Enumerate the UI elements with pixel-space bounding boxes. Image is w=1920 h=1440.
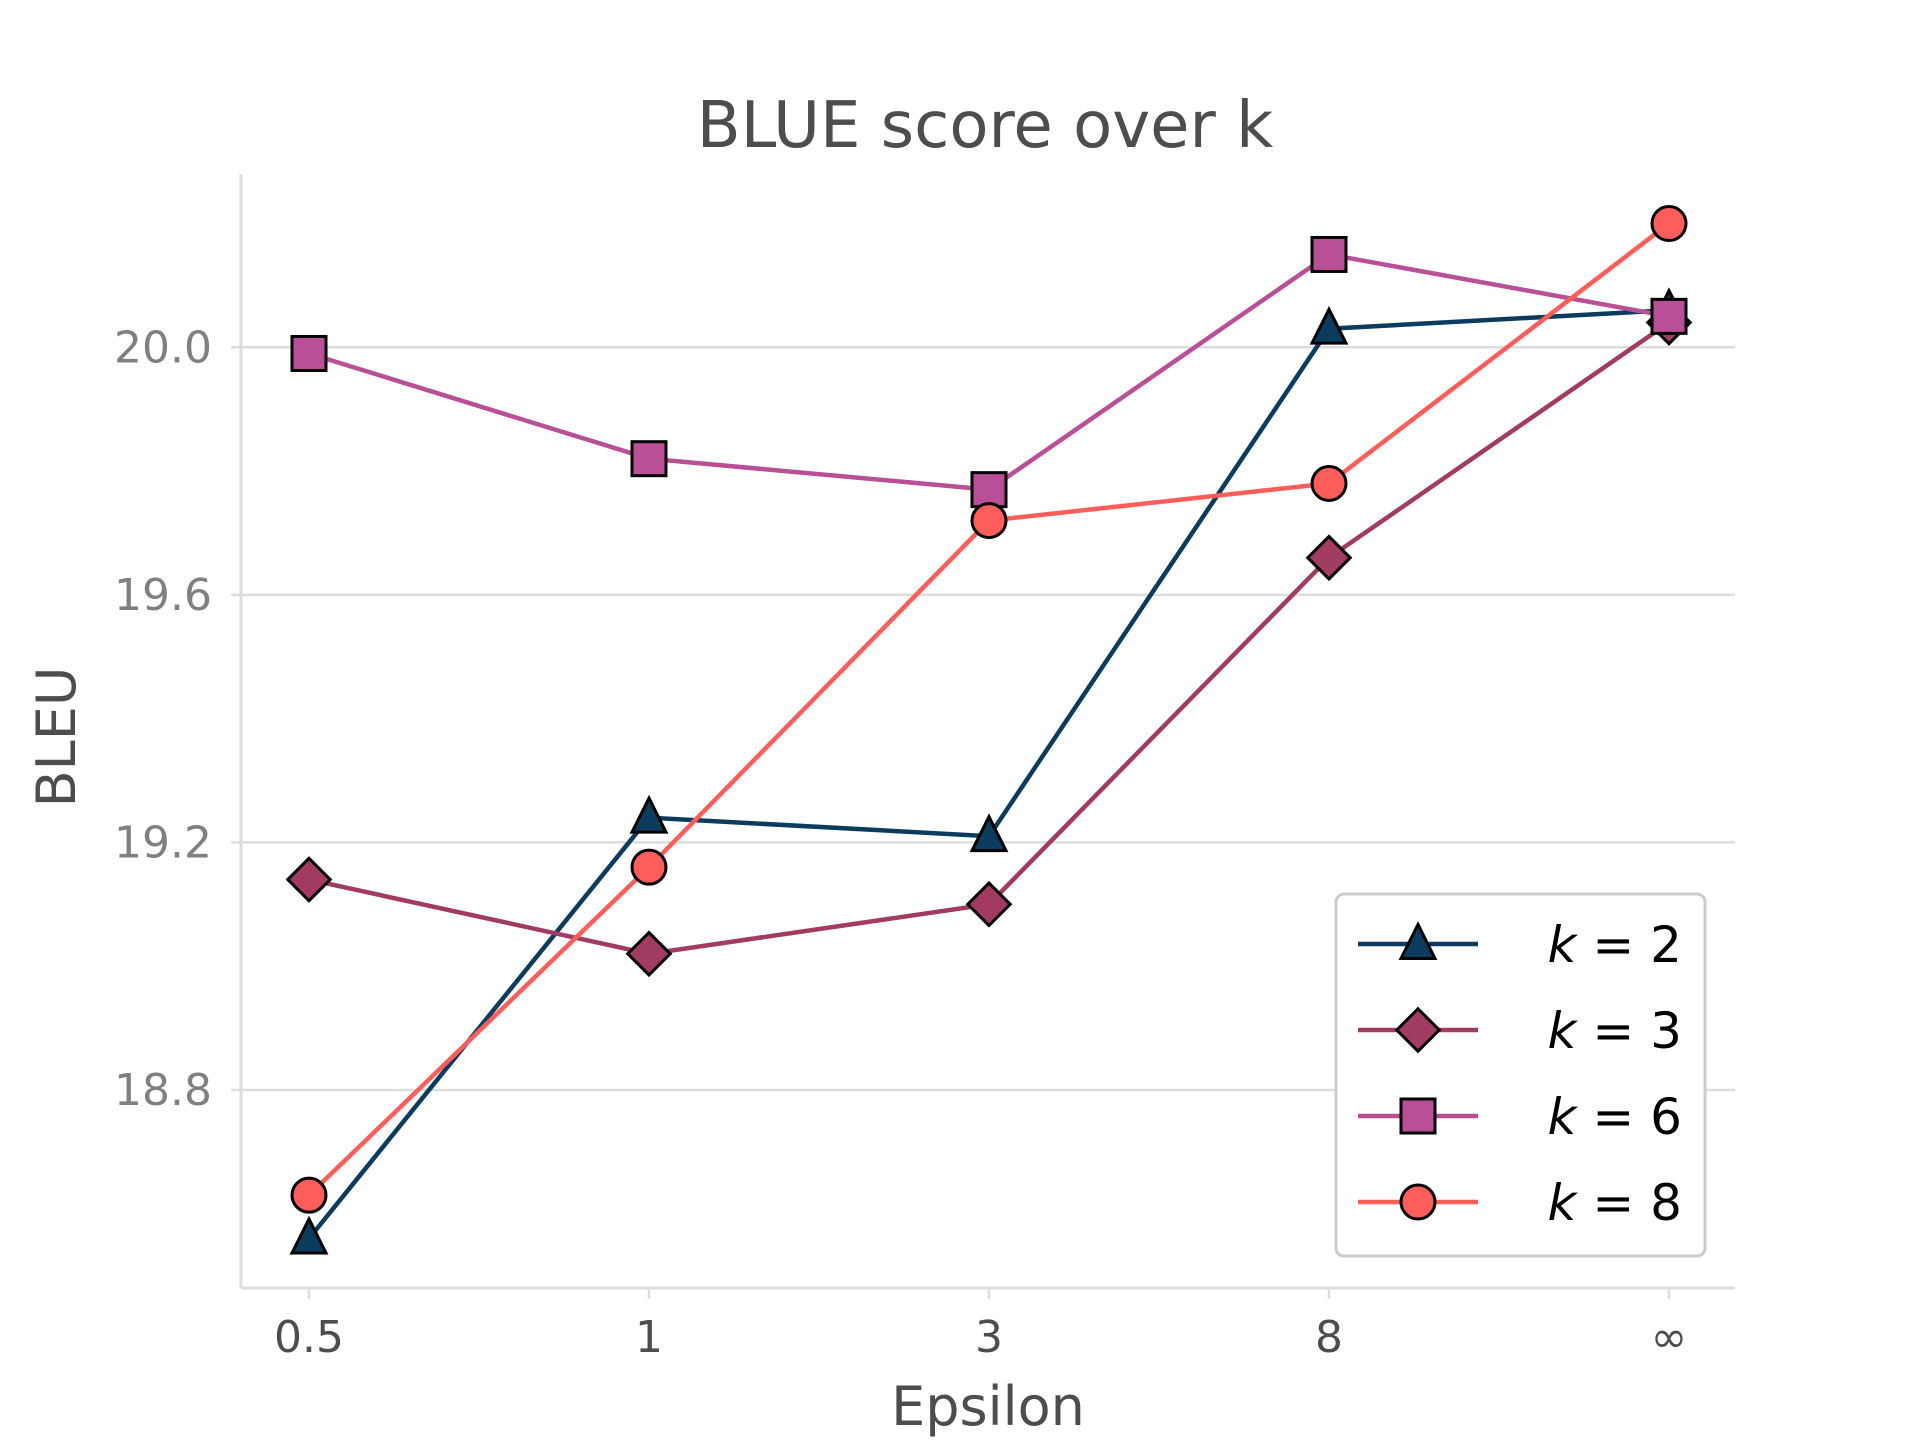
data-point <box>629 794 669 834</box>
data-point <box>290 334 328 372</box>
legend-frame <box>1334 892 1707 1258</box>
legend-marker <box>1399 1183 1437 1221</box>
legend-label: k = 6 <box>1548 1088 1682 1146</box>
legend-label: k = 2 <box>1548 916 1682 974</box>
series-1 <box>285 299 1693 978</box>
data-point <box>1310 235 1348 273</box>
legend-marker <box>1394 1006 1442 1054</box>
legend-marker <box>1398 921 1438 960</box>
x-tick-label: 1 <box>635 1312 663 1363</box>
x-tick-label: 0.5 <box>274 1312 344 1363</box>
series-line <box>308 252 1670 492</box>
data-point <box>1305 534 1353 582</box>
legend-entry: k = 8 <box>1358 1174 1682 1232</box>
legend-label: k = 8 <box>1548 1174 1682 1232</box>
series-layer <box>285 205 1693 1255</box>
y-ticks: 18.8 19.2 19.6 20.0 <box>114 322 241 1116</box>
y-tick-label: 20.0 <box>114 322 212 373</box>
legend-entry: k = 2 <box>1358 916 1682 974</box>
y-tick-label: 18.8 <box>114 1065 212 1116</box>
x-tick-label: ∞ <box>1651 1312 1688 1363</box>
data-point <box>970 471 1008 509</box>
x-axis-label: Epsilon <box>891 1375 1085 1438</box>
data-point <box>630 440 668 478</box>
data-point <box>290 1176 328 1214</box>
x-ticks: 0.5 1 3 8 ∞ <box>274 1288 1687 1363</box>
series-3 <box>290 205 1688 1214</box>
data-point <box>1310 464 1348 502</box>
data-point <box>1309 305 1349 345</box>
legend-label: k = 3 <box>1548 1002 1682 1060</box>
data-point <box>1650 297 1688 335</box>
y-axis-label: BLEU <box>25 667 88 808</box>
chart-title: BLUE score over k <box>697 89 1273 163</box>
x-tick-label: 3 <box>975 1312 1003 1363</box>
data-point <box>965 880 1013 928</box>
y-tick-label: 19.6 <box>114 570 212 621</box>
y-tick-label: 19.2 <box>114 817 212 868</box>
data-point <box>969 813 1009 853</box>
data-point <box>630 848 668 886</box>
data-point <box>625 930 673 978</box>
data-point <box>285 856 333 903</box>
legend: k = 2 k = 3 k = 6 k = 8 <box>1334 892 1707 1258</box>
legend-entry: k = 3 <box>1358 1002 1682 1060</box>
x-tick-label: 8 <box>1315 1312 1343 1363</box>
legend-entry: k = 6 <box>1358 1088 1682 1146</box>
data-point <box>970 502 1008 540</box>
data-point <box>1650 205 1688 243</box>
series-2 <box>290 235 1688 509</box>
legend-marker <box>1399 1097 1437 1135</box>
data-point <box>289 1215 329 1255</box>
